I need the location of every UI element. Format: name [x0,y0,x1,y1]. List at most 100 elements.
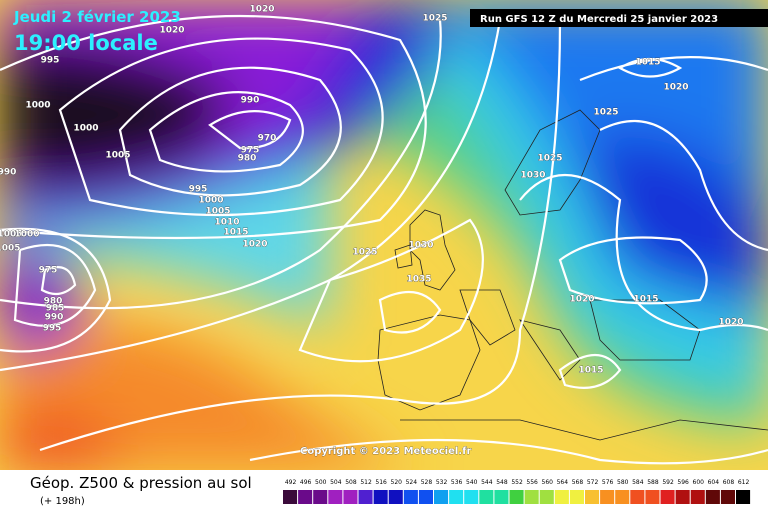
colorbar-label: 584 [632,479,644,486]
colorbar-label: 496 [300,479,312,486]
copyright: Copyright © 2023 Meteociel.fr [300,446,471,457]
isobar-label: 1020 [159,26,184,36]
colorbar-label: 520 [391,479,403,486]
colorbar-swatch [418,490,433,504]
colorbar-swatch [736,490,751,504]
colorbar-label: 524 [406,479,418,486]
colorbar-label: 544 [481,479,493,486]
isobar-label: 1015 [578,366,603,376]
colorbar-label: 536 [451,479,463,486]
colorbar-label: 492 [285,479,297,486]
colorbar-label: 540 [466,479,478,486]
colorbar-label: 560 [542,479,554,486]
isobar-label: 1005 [0,230,23,240]
colorbar-label: 504 [330,479,342,486]
colorbar-label: 612 [738,479,750,486]
isobar-label: 975 [241,146,260,156]
colorbar: 492 496 500 504 508 512 516 520 524 528 532 536 540 5… [283,479,751,504]
colorbar-swatch [434,490,449,504]
header: Jeudi 2 février 2023 19:00 locale Run GF… [13,8,768,457]
isobar-label: 1005 [105,151,130,161]
isobar-label: 1000 [198,196,223,206]
colorbar-swatch [600,490,615,504]
isobar-label: 1000 [14,230,39,240]
colorbar-swatch [298,490,313,504]
colorbar-swatch [615,490,630,504]
isobar-label: 995 [189,185,208,195]
isobar-label: 985 [46,304,65,314]
isobar-label: 1015 [223,228,248,238]
colorbar-label: 548 [496,479,508,486]
colorbar-swatch [675,490,690,504]
colorbar-label: 516 [375,479,387,486]
isobar-label: 995 [43,324,62,334]
colorbar-swatch [645,490,660,504]
isobar-label: 1005 [0,244,21,254]
colorbar-swatch [630,490,645,504]
isobar-label: 980 [44,297,63,307]
isobar-label: 1020 [569,295,594,305]
isobar-label: 1025 [593,108,618,118]
colorbar-swatch [569,490,584,504]
colorbar-label: 572 [587,479,599,486]
isobars [0,14,768,465]
colorbar-swatch [403,490,418,504]
colorbar-label: 512 [360,479,372,486]
footer-title: Géop. Z500 & pression au sol [30,474,252,492]
colorbar-label: 500 [315,479,327,486]
colorbar-swatch [720,490,735,504]
colorbar-label: 608 [723,479,735,486]
colorbar-label: 600 [693,479,705,486]
colorbar-swatch [358,490,373,504]
isobar-label: 1025 [422,14,447,24]
isobar-label: 980 [238,154,257,164]
colorbar-swatch [585,490,600,504]
isobar-label: 990 [241,96,260,106]
isobar-label: 1035 [406,275,431,285]
colorbar-label: 556 [526,479,538,486]
isobar-label: 1015 [635,58,660,68]
colorbar-swatch [373,490,388,504]
forecast-date: Jeudi 2 février 2023 [13,8,181,26]
colorbar-swatch [283,490,298,504]
forecast-time: 19:00 locale [14,31,158,55]
colorbar-label: 568 [572,479,584,486]
coastlines [377,109,768,441]
isobar-label: 970 [258,134,277,144]
isobar-label: 1025 [537,154,562,164]
isobar-label: 995 [41,56,60,66]
colorbar-label: 576 [602,479,614,486]
colorbar-swatch [524,490,539,504]
colorbar-swatch [479,490,494,504]
isobar-label: 1030 [408,241,433,251]
isobar-label: 1020 [249,5,274,15]
colorbar-label: 552 [511,479,523,486]
footer-subtitle: (+ 198h) [40,496,85,507]
colorbar-swatch [494,490,509,504]
colorbar-swatch [343,490,358,504]
isobar-label: 1000 [25,101,50,111]
isobar-label: 1020 [718,318,743,328]
colorbar-swatch [449,490,464,504]
colorbar-label: 580 [617,479,629,486]
colorbar-swatch [690,490,705,504]
colorbar-swatch [554,490,569,504]
isobar-label: 1005 [205,207,230,217]
isobar-label: 990 [0,168,16,178]
colorbar-swatch [388,490,403,504]
colorbar-label: 604 [708,479,720,486]
isobar-label: 1010 [214,218,239,228]
colorbar-swatch [464,490,479,504]
colorbar-swatch [328,490,343,504]
run-info: Run GFS 12 Z du Mercredi 25 janvier 2023 [480,14,718,25]
isobar-label: 1030 [520,171,545,181]
colorbar-swatch [705,490,720,504]
isobar-label: 1020 [242,240,267,250]
colorbar-swatch [509,490,524,504]
isobar-label: 1025 [352,248,377,258]
colorbar-label: 508 [345,479,357,486]
isobar-label: 1015 [633,295,658,305]
colorbar-label: 528 [421,479,433,486]
